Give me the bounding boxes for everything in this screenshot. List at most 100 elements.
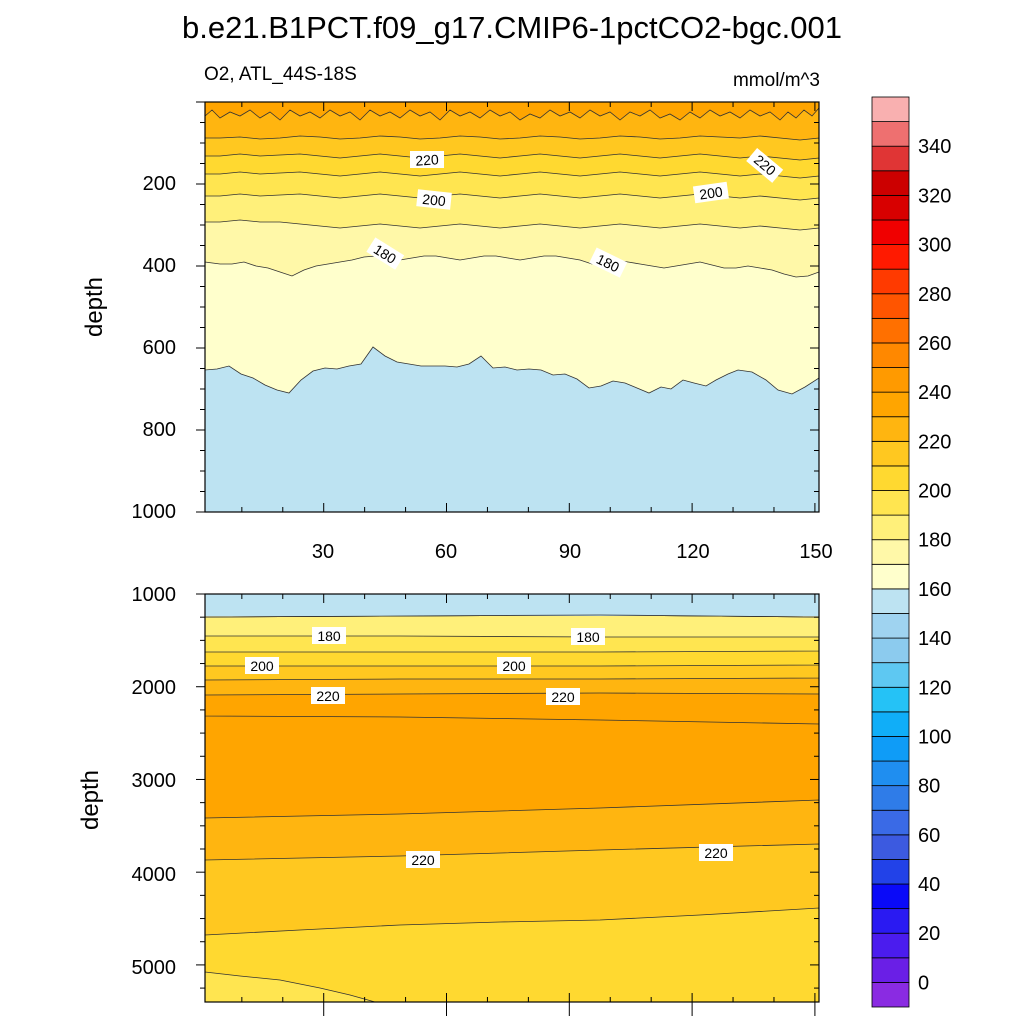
upper-inline-labels: 220 220 200 200 180 180 [366, 147, 784, 278]
colorbar-swatch [871, 588, 910, 614]
lower-label-box [571, 628, 605, 645]
upper-band-240 [204, 101, 820, 121]
colorbar-swatch [871, 244, 910, 270]
lower-y-tick-label: 4000 [132, 864, 177, 886]
lower-inline-label: 200 [502, 658, 526, 674]
colorbar-tick-label: 140 [918, 628, 951, 650]
colorbar-swatch [871, 613, 910, 639]
upper-y-tick-label: 400 [143, 255, 176, 277]
upper-label-box [366, 237, 405, 270]
colorbar-swatch [871, 834, 910, 860]
colorbar-swatch [871, 121, 910, 147]
lower-inline-label: 220 [551, 689, 575, 705]
x-tick-label: 120 [676, 541, 709, 563]
colorbar-swatch [871, 514, 910, 541]
colorbar-tick-label: 220 [918, 431, 951, 453]
upper-inline-label: 220 [415, 151, 440, 169]
lower-y-tick-label: 1000 [132, 584, 177, 606]
colorbar-tick-label: 40 [918, 874, 940, 896]
upper-right-subtitle: mmol/m^3 [733, 70, 820, 91]
colorbar-tick-label: 60 [918, 825, 940, 847]
colorbar-tick-label: 80 [918, 776, 940, 798]
colorbar-swatch [871, 563, 910, 590]
upper-y-tick-label: 1000 [132, 501, 177, 523]
colorbar-swatch [871, 539, 910, 565]
colorbar-tick-label: 180 [918, 530, 951, 552]
colorbar-tick-label: 0 [918, 972, 929, 994]
colorbar-swatch [871, 736, 910, 762]
x-tick-label: 150 [799, 541, 832, 563]
upper-x-tick-labels: 30 60 90 120 150 [312, 541, 833, 563]
lower-label-box [406, 851, 440, 868]
colorbar-tick-label: 20 [918, 923, 940, 945]
colorbar-swatch [871, 809, 910, 836]
colorbar-swatch [871, 219, 910, 245]
lower-inline-label: 220 [411, 852, 435, 868]
colorbar-swatch [871, 859, 910, 885]
colorbar-tick-label: 340 [918, 136, 951, 158]
colorbar-swatch [871, 490, 910, 516]
lower-inline-label: 200 [250, 658, 274, 674]
upper-label-box [746, 147, 784, 183]
lower-panel: 180 180 200 200 220 220 220 220 [196, 593, 820, 1016]
colorbar-swatch [871, 686, 910, 713]
colorbar-tick-label: 100 [918, 726, 951, 748]
colorbar-swatch [871, 908, 910, 934]
colorbar-swatch [871, 293, 910, 319]
x-tick-label: 30 [312, 541, 334, 563]
colorbar-swatch [871, 440, 910, 467]
lower-y-tick-labels: 1000 2000 3000 4000 5000 [132, 584, 177, 979]
colorbar-tick-label: 200 [918, 481, 951, 503]
upper-inline-label: 200 [698, 183, 724, 202]
colorbar-tick-label: 240 [918, 382, 951, 404]
colorbar-tick-label: 300 [918, 235, 951, 257]
lower-axis-ticks [196, 593, 819, 1016]
colorbar-tick-label: 160 [918, 579, 951, 601]
colorbar-swatch [871, 465, 910, 491]
colorbar-swatch [871, 96, 910, 122]
upper-y-axis-label: depth [81, 277, 108, 337]
colorbar-swatch [871, 785, 910, 811]
figure-title: b.e21.B1PCT.f09_g17.CMIP6-1pctCO2-bgc.00… [182, 10, 842, 45]
lower-band-160 [205, 594, 819, 616]
lower-inline-label: 220 [704, 845, 728, 861]
colorbar-swatch [871, 637, 910, 664]
lower-contour-170 [204, 614, 820, 618]
upper-inline-label: 200 [422, 191, 447, 209]
colorbar-tick-label: 120 [918, 677, 951, 699]
lower-label-box [546, 688, 580, 705]
colorbar-swatch [871, 268, 910, 295]
colorbar-swatch [871, 342, 910, 368]
colorbar-swatch [871, 957, 910, 983]
lower-label-box [699, 844, 733, 861]
upper-y-tick-labels: 200 400 600 800 1000 [132, 173, 177, 523]
upper-panel: 220 220 200 200 180 180 [196, 101, 820, 513]
colorbar-swatch [871, 367, 910, 393]
upper-y-tick-label: 800 [143, 419, 176, 441]
colorbar-swatch [871, 711, 910, 737]
lower-y-tick-label: 3000 [132, 770, 177, 792]
upper-y-tick-label: 200 [143, 173, 176, 195]
colorbar-swatch [871, 760, 910, 787]
colorbar-swatch [871, 662, 910, 688]
colorbar [871, 96, 910, 1008]
lower-y-tick-label: 2000 [132, 677, 177, 699]
lower-label-box [311, 687, 345, 704]
colorbar-tick-labels: 0 20 40 60 80 100 120 140 160 180 200 220 240 260 280 3… [918, 136, 951, 994]
lower-label-box [245, 657, 279, 674]
lower-label-box [312, 627, 346, 644]
lower-y-tick-label: 5000 [132, 957, 177, 979]
colorbar-swatch [871, 416, 910, 442]
colorbar-swatch [871, 982, 910, 1008]
colorbar-tick-label: 320 [918, 185, 951, 207]
lower-label-box [497, 657, 531, 674]
colorbar-swatch [871, 883, 910, 910]
colorbar-swatch [871, 391, 910, 418]
x-tick-label: 60 [435, 541, 457, 563]
colorbar-swatch [871, 170, 910, 196]
upper-label-box [692, 181, 729, 204]
x-tick-label: 90 [559, 541, 581, 563]
upper-label-box [410, 151, 444, 168]
lower-inline-label: 220 [316, 688, 340, 704]
